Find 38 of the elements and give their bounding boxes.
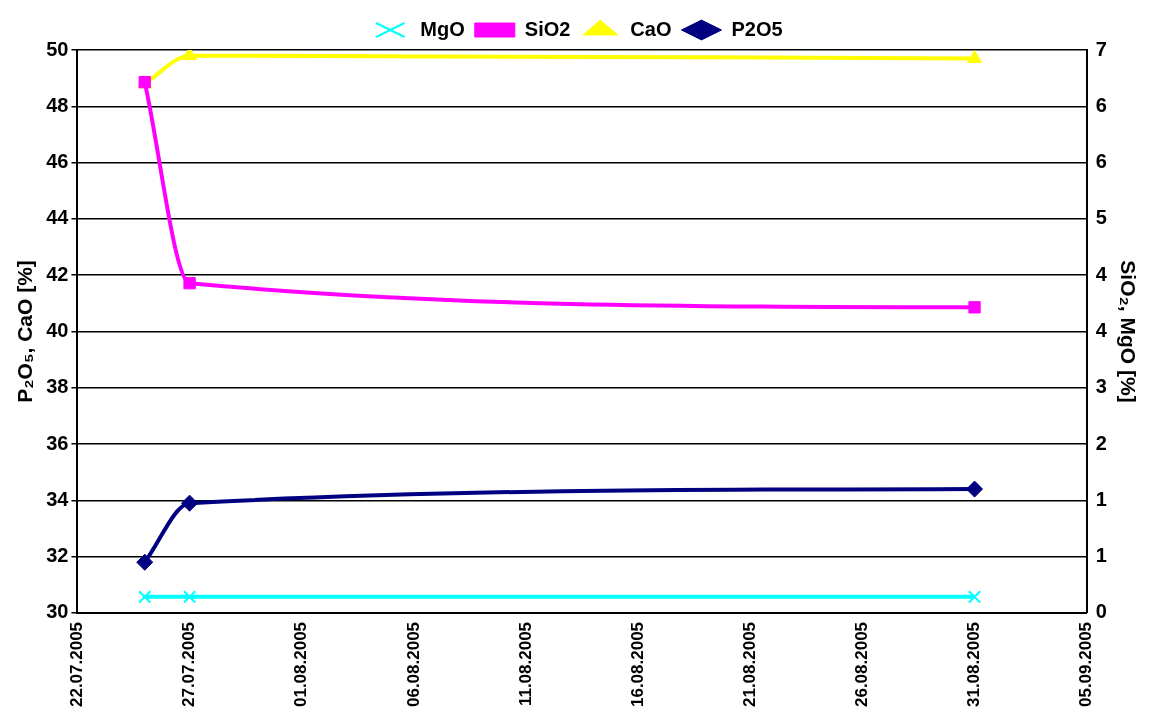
y-tick-label: 30 (46, 600, 69, 623)
y2-axis-title: SiO₂, MgO [%] (1116, 260, 1140, 403)
y-tick-label: 36 (46, 431, 69, 454)
x-tick-label: 11.08.2005 (515, 621, 535, 707)
legend-label: MgO (420, 17, 465, 40)
legend-label: P2O5 (731, 17, 783, 40)
x-tick-label: 22.07.2005 (67, 621, 87, 708)
y-tick-label: 38 (46, 375, 69, 398)
y2-tick-label: 2 (1095, 431, 1107, 454)
y2-tick-label: 7 (1095, 37, 1107, 60)
y-tick-label: 42 (46, 262, 69, 285)
y2-tick-label: 0 (1095, 600, 1107, 623)
y2-tick-label: 1 (1095, 487, 1107, 510)
y2-tick-label: 6 (1095, 150, 1107, 173)
x-tick-label: 16.08.2005 (627, 621, 647, 708)
y-tick-label: 48 (46, 93, 69, 116)
y2-tick-label: 4 (1095, 262, 1108, 285)
y2-tick-label: 3 (1095, 375, 1107, 398)
x-tick-label: 26.08.2005 (852, 621, 872, 708)
y-tick-label: 50 (46, 37, 69, 60)
x-tick-label: 27.07.2005 (179, 621, 199, 708)
y2-tick-label: 6 (1095, 93, 1107, 116)
y-tick-label: 46 (46, 150, 69, 173)
x-tick-label: 05.09.2005 (1076, 621, 1096, 708)
y-axis-title: P₂O₅, CaO [%] (13, 260, 37, 403)
y2-tick-label: 4 (1095, 318, 1108, 341)
x-tick-label: 31.08.2005 (964, 621, 984, 708)
y-tick-label: 34 (46, 487, 70, 510)
y2-tick-label: 5 (1095, 206, 1107, 229)
x-tick-label: 06.08.2005 (403, 621, 423, 708)
x-tick-label: 21.08.2005 (739, 621, 759, 708)
legend-label: SiO2 (524, 17, 571, 40)
y2-tick-label: 1 (1095, 544, 1107, 567)
x-tick-label: 01.08.2005 (291, 621, 311, 708)
legend-label: CaO (630, 17, 672, 40)
y-tick-label: 40 (46, 318, 69, 341)
y-tick-label: 32 (46, 544, 69, 567)
y-tick-label: 44 (46, 206, 70, 229)
